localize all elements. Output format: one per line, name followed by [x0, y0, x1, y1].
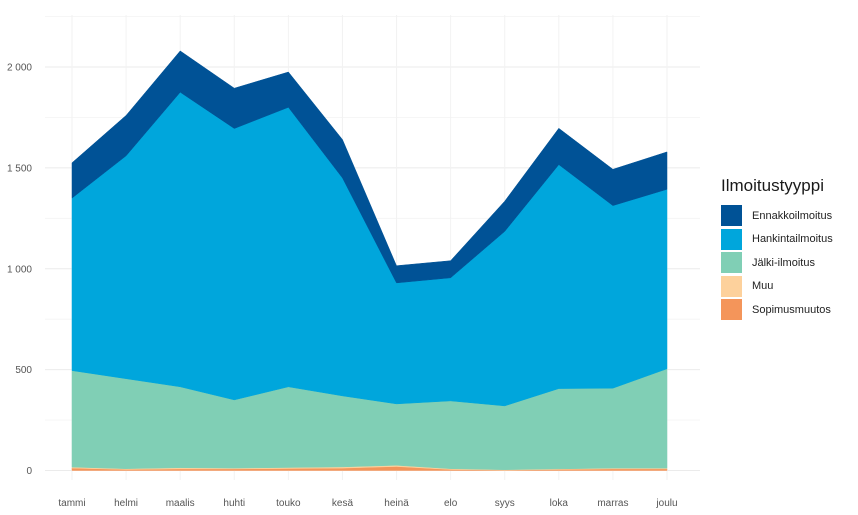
- legend: Ilmoitustyyppi Ennakkoilmoitus Hankintai…: [721, 176, 833, 322]
- legend-swatch-jalki-ilmoitus: [721, 252, 742, 274]
- legend-item-hankintailmoitus: Hankintailmoitus: [721, 228, 833, 252]
- legend-label-sopimusmuutos: Sopimusmuutos: [752, 303, 831, 316]
- x-tick-label: helmi: [114, 498, 138, 509]
- x-tick-label: heinä: [384, 498, 409, 509]
- legend-item-jalki-ilmoitus: Jälki-ilmoitus: [721, 251, 833, 275]
- legend-swatch-muu: [721, 275, 742, 297]
- legend-swatch-ennakkoilmoitus: [721, 205, 742, 227]
- y-tick-label: 500: [15, 365, 32, 376]
- legend-swatch-hankintailmoitus: [721, 228, 742, 250]
- legend-label-jalki-ilmoitus: Jälki-ilmoitus: [752, 256, 815, 269]
- legend-item-sopimusmuutos: Sopimusmuutos: [721, 298, 833, 322]
- legend-label-ennakkoilmoitus: Ennakkoilmoitus: [752, 209, 833, 222]
- x-tick-label: elo: [444, 498, 458, 509]
- x-tick-label: tammi: [58, 498, 85, 509]
- x-tick-label: kesä: [332, 498, 354, 509]
- legend-item-muu: Muu: [721, 275, 833, 299]
- x-tick-label: maalis: [166, 498, 195, 509]
- area-hankintailmoitus: [71, 91, 668, 407]
- y-axis-ticks: 0 500 1 000 1 500 2 000: [7, 63, 32, 478]
- x-axis-ticks: tammi helmi maalis huhti touko kesä heinä elo sy…: [58, 498, 677, 509]
- x-tick-label: syys: [495, 498, 515, 509]
- legend-title: Ilmoitustyyppi: [721, 176, 824, 195]
- area-layers: [71, 50, 668, 471]
- legend-item-ennakkoilmoitus: Ennakkoilmoitus: [721, 204, 833, 228]
- x-tick-label: loka: [550, 498, 569, 509]
- legend-label-hankintailmoitus: Hankintailmoitus: [752, 233, 833, 246]
- x-tick-label: touko: [276, 498, 301, 509]
- x-tick-label: huhti: [223, 498, 245, 509]
- x-tick-label: marras: [597, 498, 628, 509]
- y-tick-label: 1 500: [7, 163, 32, 174]
- legend-label-muu: Muu: [752, 280, 774, 293]
- y-tick-label: 1 000: [7, 264, 32, 275]
- area-ennakkoilmoitus: [71, 50, 668, 284]
- x-tick-label: joulu: [655, 498, 677, 509]
- legend-swatch-sopimusmuutos: [721, 299, 742, 321]
- y-tick-label: 2 000: [7, 63, 32, 74]
- y-tick-label: 0: [26, 466, 32, 477]
